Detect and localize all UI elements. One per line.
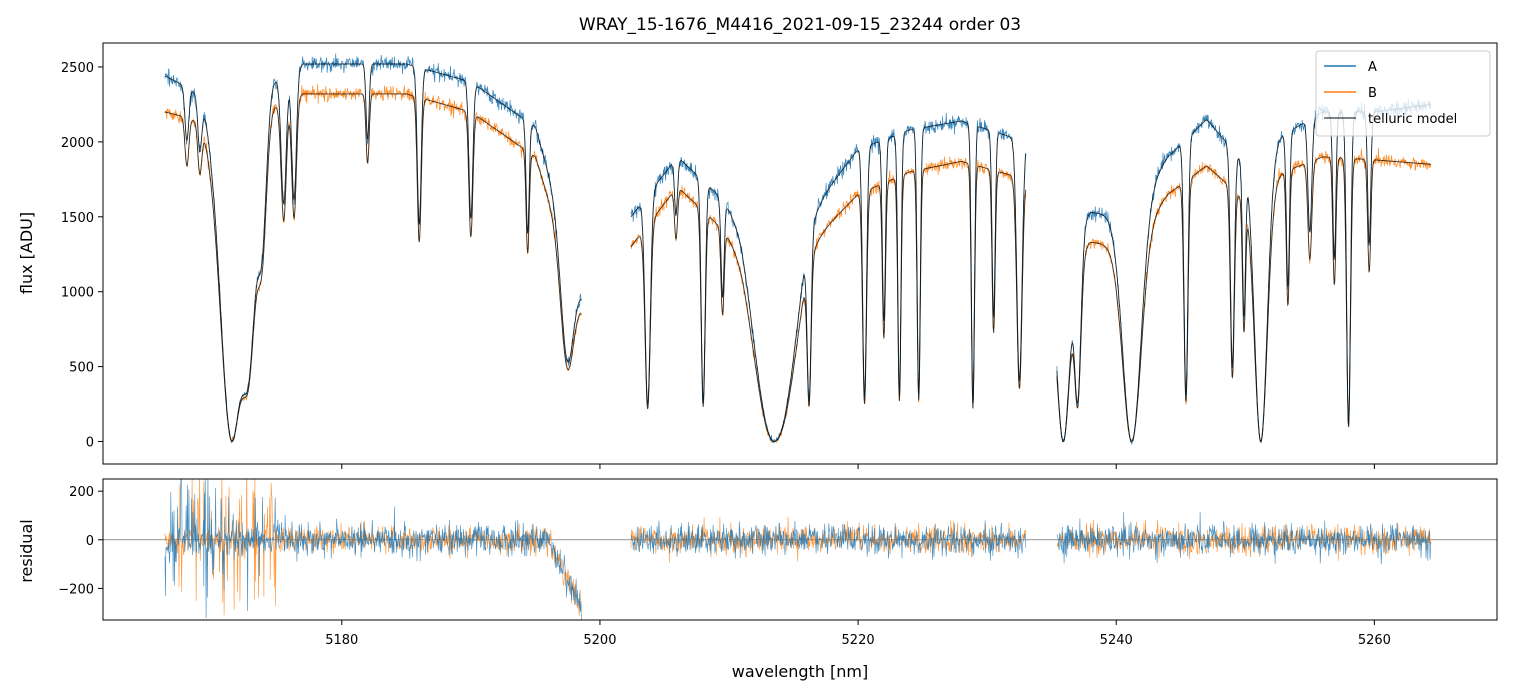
spectrum-b-segment-1: [164, 83, 582, 444]
spectrum-b-segment-2: [630, 156, 1027, 444]
x-tick-label: 5180: [325, 633, 358, 648]
residual-b-segment-1: [164, 479, 582, 616]
flux-y-tick-label: 500: [69, 361, 94, 376]
flux-y-axis-label: flux [ADU]: [17, 212, 36, 294]
flux-panel: 0 500 1000 1500 2000 2500 flux [ADU]: [17, 42, 1498, 469]
flux-y-tick-label: 1000: [61, 286, 94, 301]
flux-y-tick-label: 0: [86, 436, 94, 451]
residual-a-segment-2: [630, 520, 1027, 561]
telluric-model-b-segment-1: [164, 93, 582, 442]
residual-y-axis-label: residual: [17, 519, 36, 582]
legend-box: [1315, 50, 1491, 137]
legend-label-model: telluric model: [1368, 112, 1457, 127]
spectrum-a-segment-2: [630, 112, 1026, 444]
telluric-model-a-segment-1: [164, 63, 582, 442]
residual-y-tick-label: 200: [69, 485, 94, 500]
telluric-model-a-segment-3: [1056, 104, 1431, 443]
residual-panel-frame: [102, 478, 1498, 621]
telluric-model-b-segment-2: [630, 160, 1027, 442]
flux-y-tick-label: 2000: [61, 136, 94, 151]
flux-y-tick-label: 1500: [61, 211, 94, 226]
x-tick-label: 5240: [1100, 633, 1133, 648]
legend: A B telluric model: [1315, 50, 1491, 137]
x-tick-label: 5200: [583, 633, 616, 648]
x-axis-label: wavelength [nm]: [732, 662, 869, 681]
residual-b-segment-3: [1056, 519, 1432, 561]
residual-panel: −200 0 200 5180 5200 5220 5240 5260 residual w…: [17, 478, 1498, 681]
residual-y-tick-label: −200: [58, 582, 94, 597]
spectrum-b-segment-3: [1056, 147, 1432, 444]
flux-panel-frame: [102, 42, 1498, 465]
telluric-model-b-segment-3: [1056, 156, 1431, 443]
x-tick-label: 5220: [842, 633, 875, 648]
chart-title: WRAY_15-1676_M4416_2021-09-15_23244 orde…: [579, 15, 1021, 35]
spectrum-a-segment-1: [164, 53, 582, 443]
residual-a-segment-3: [1056, 511, 1432, 565]
residual-y-tick-label: 0: [86, 534, 94, 549]
x-tick-label: 5260: [1358, 633, 1391, 648]
telluric-model-a-segment-2: [630, 120, 1027, 442]
flux-y-tick-label: 2500: [61, 61, 94, 76]
legend-label-b: B: [1368, 86, 1377, 101]
legend-label-a: A: [1368, 60, 1377, 75]
residual-a-segment-1: [164, 479, 582, 620]
